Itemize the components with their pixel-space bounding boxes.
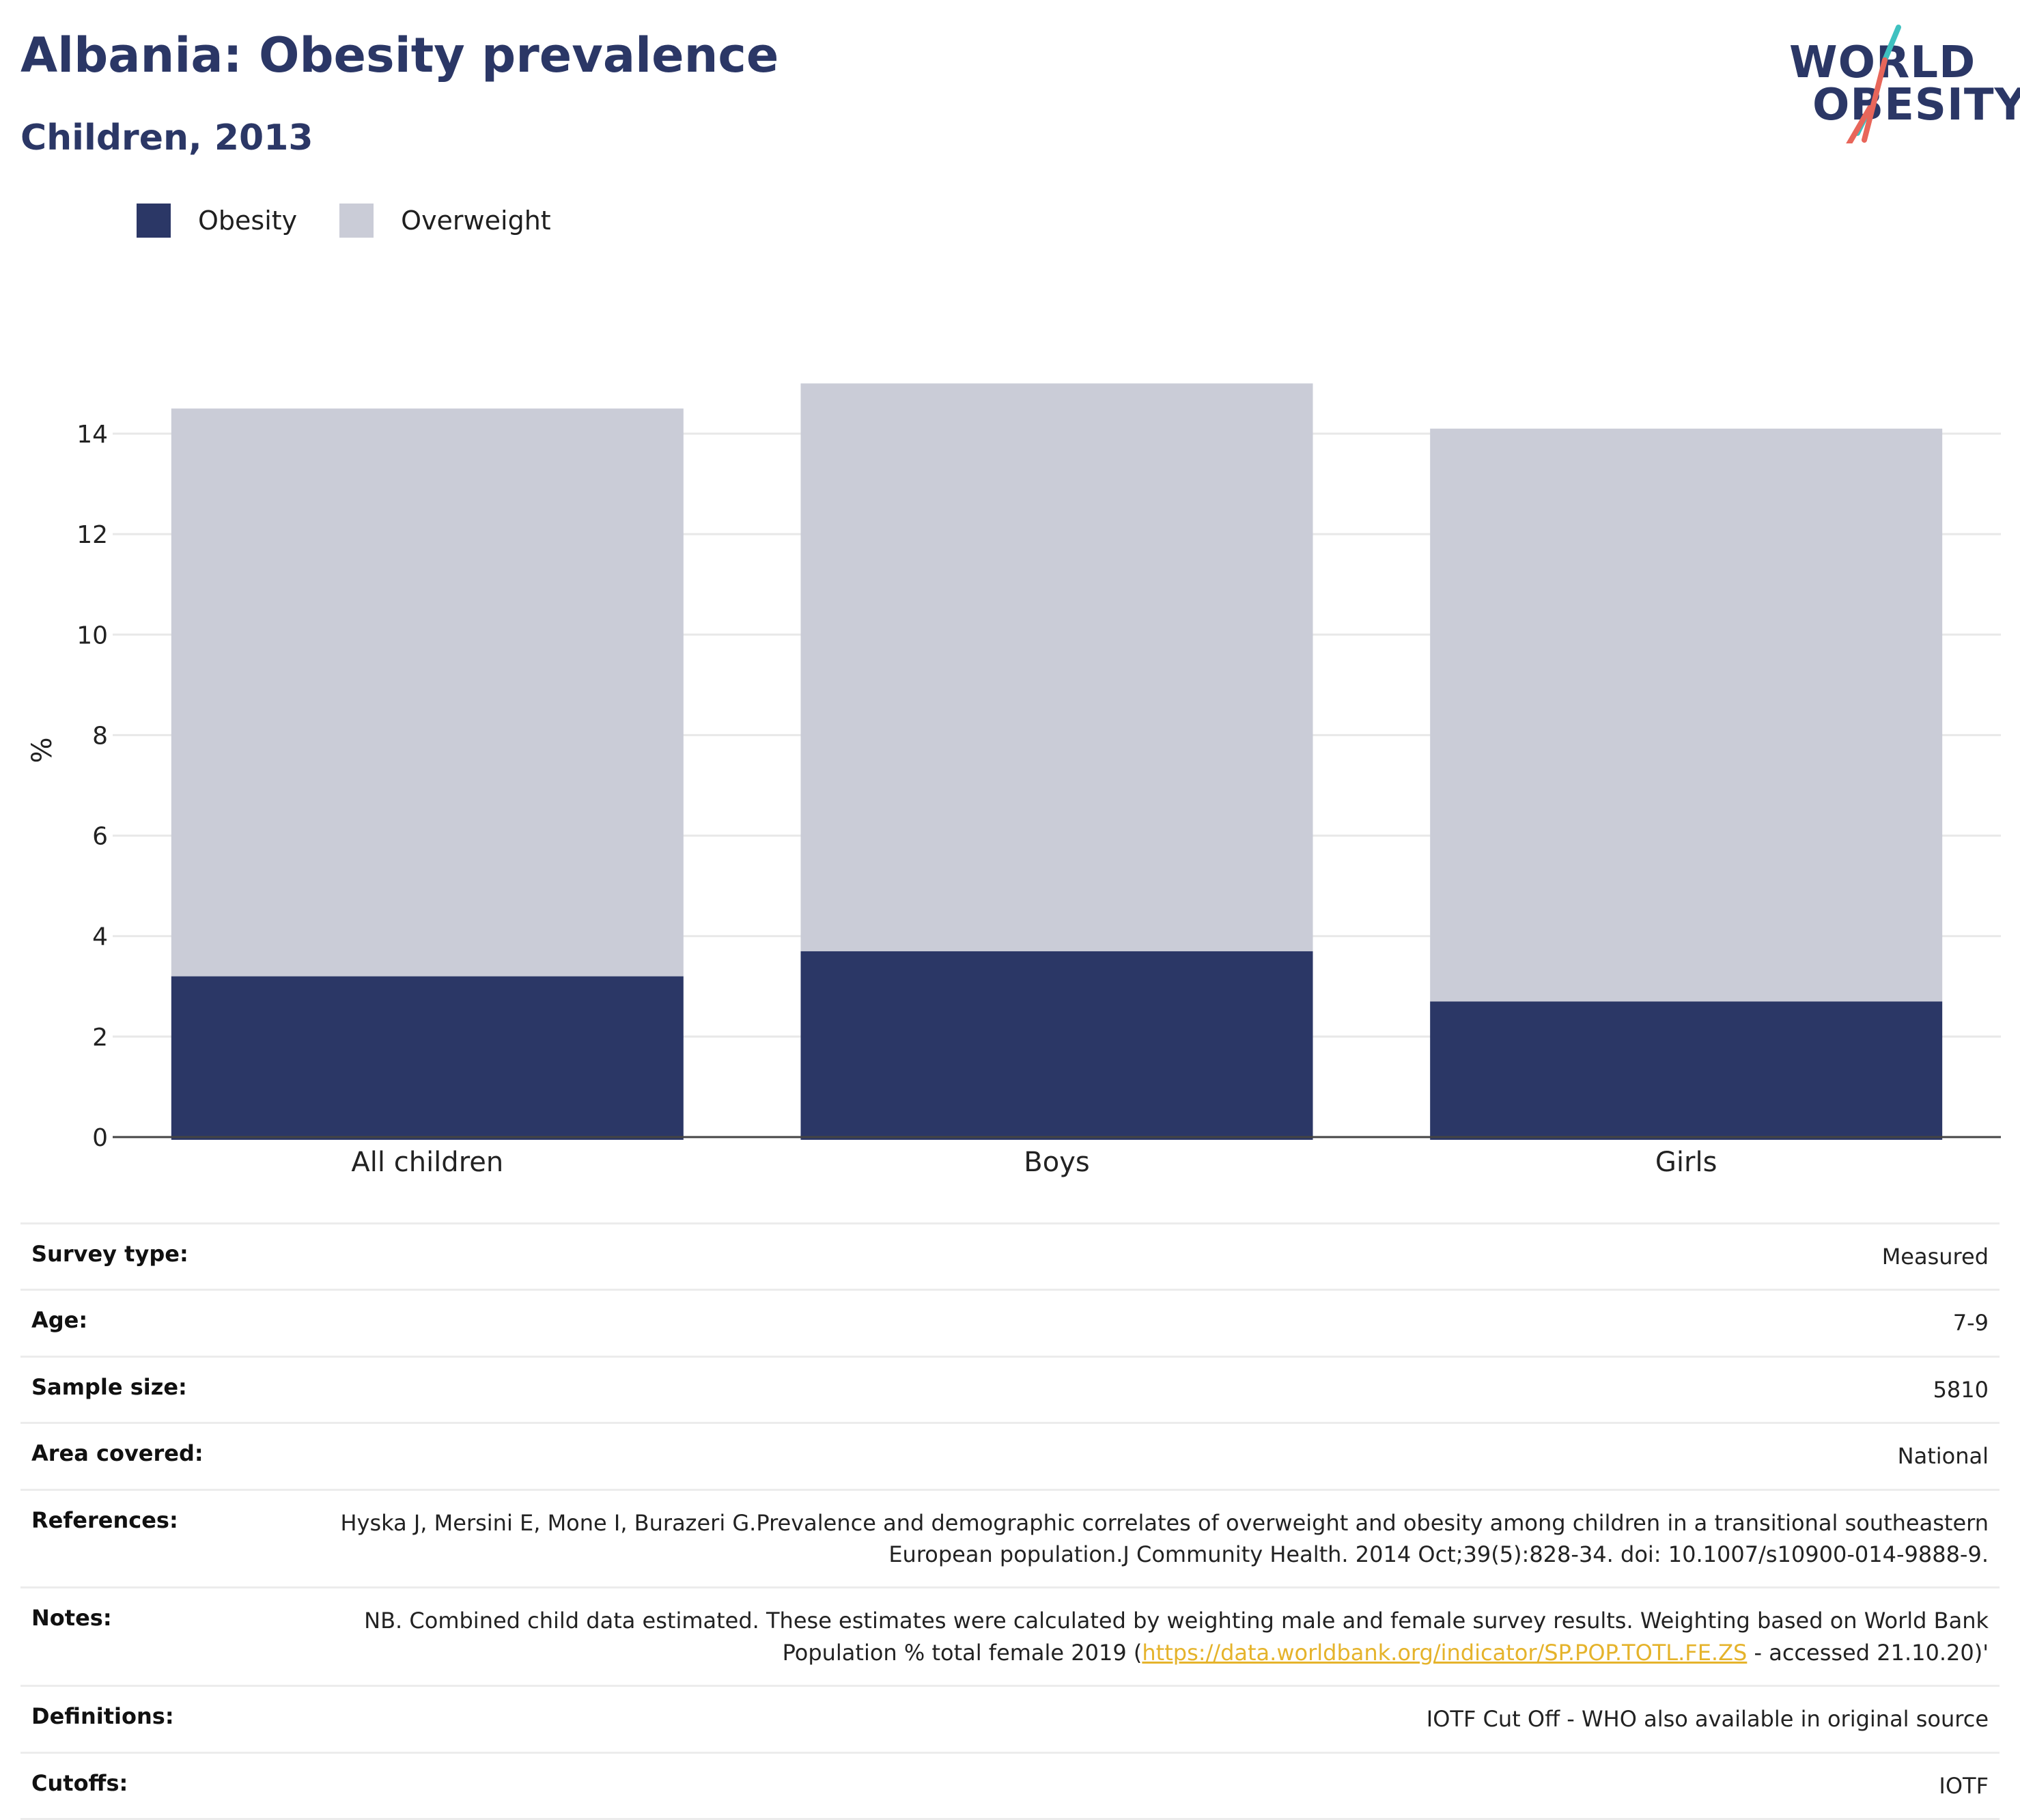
y-tick-label: 6 [92,823,108,851]
x-tick-label: All children [351,1147,503,1178]
info-row-definitions: Definitions: IOTF Cut Off - WHO also ava… [20,1685,2000,1751]
legend-item-overweight[interactable]: Overweight [339,204,551,238]
info-value: National [1897,1443,1989,1470]
info-value: IOTF [1939,1772,1989,1799]
bar-overweight-boys [800,383,1313,951]
notes-text: NB. Combined child data estimated. These… [364,1608,1989,1666]
info-row-references: References: Hyska J, Mersini E, Mone I, … [20,1488,2000,1587]
y-tick-label: 2 [92,1024,108,1052]
page-title: Albania: Obesity prevalence [20,27,779,83]
x-tick-label: Boys [1024,1147,1089,1178]
bar-obesity-boys [800,951,1313,1140]
y-tick-label: 12 [76,521,108,549]
x-tick-label: Girls [1655,1147,1717,1178]
y-tick-label: 10 [76,621,108,649]
info-value: 5810 [1933,1376,1989,1403]
info-label: Notes: [31,1605,112,1632]
world-obesity-logo: WORLD OBESITY [1789,20,2020,143]
legend-label-overweight: Overweight [401,206,551,236]
notes-text-end: - accessed 21.10.20)' [1747,1639,1989,1666]
info-label: Survey type: [31,1241,188,1267]
page-subtitle: Children, 2013 [20,117,313,158]
info-value: NB. Combined child data estimated. These… [264,1605,1989,1668]
legend-item-obesity[interactable]: Obesity [137,204,297,238]
info-row-age: Age: 7-9 [20,1289,2000,1355]
info-row-notes: Notes: NB. Combined child data estimated… [20,1586,2000,1685]
info-value: Measured [1881,1244,1989,1270]
info-row-survey-type: Survey type: Measured [20,1222,2000,1289]
info-value: 7-9 [1952,1310,1989,1336]
y-tick-label: 8 [92,722,108,750]
legend-swatch-obesity [137,204,171,238]
bar-overweight-all-children [171,408,684,977]
chart-page: Albania: Obesity prevalence Children, 20… [20,20,2020,1820]
y-axis-title: % [27,737,58,763]
info-value: Hyska J, Mersini E, Mone I, Burazeri G.P… [340,1509,1989,1567]
bar-obesity-girls [1430,1001,1943,1140]
info-label: Sample size: [31,1373,187,1400]
bar-overweight-girls [1430,428,1943,1002]
bar-obesity-all-children [171,976,684,1140]
legend-swatch-overweight [339,204,374,238]
info-row-cutoffs: Cutoffs: IOTF [20,1751,2000,1820]
bar-chart: 0 2 4 6 8 10 12 14% All children Boys Girls [27,383,2001,1178]
info-row-area-covered: Area covered: National [20,1422,2000,1488]
info-label: Area covered: [31,1440,204,1467]
survey-info-table: Survey type: Measured Age: 7-9 Sample si… [20,1222,2000,1820]
info-row-sample-size: Sample size: 5810 [20,1355,2000,1422]
logo-slash-icon [1846,25,1901,143]
y-tick-label: 0 [92,1124,108,1152]
info-label: References: [31,1507,178,1533]
info-label: Definitions: [31,1703,174,1730]
notes-link[interactable]: https://data.worldbank.org/indicator/SP.… [1142,1639,1748,1666]
info-value: IOTF Cut Off - WHO also available in ori… [1426,1706,1989,1733]
logo-line-2: OBESITY [1812,80,2020,130]
chart-legend: Obesity Overweight [137,204,593,238]
y-tick-label: 14 [76,421,108,449]
info-label: Age: [31,1307,88,1334]
y-tick-label: 4 [92,923,108,951]
info-label: Cutoffs: [31,1769,128,1796]
legend-label-obesity: Obesity [198,206,298,236]
